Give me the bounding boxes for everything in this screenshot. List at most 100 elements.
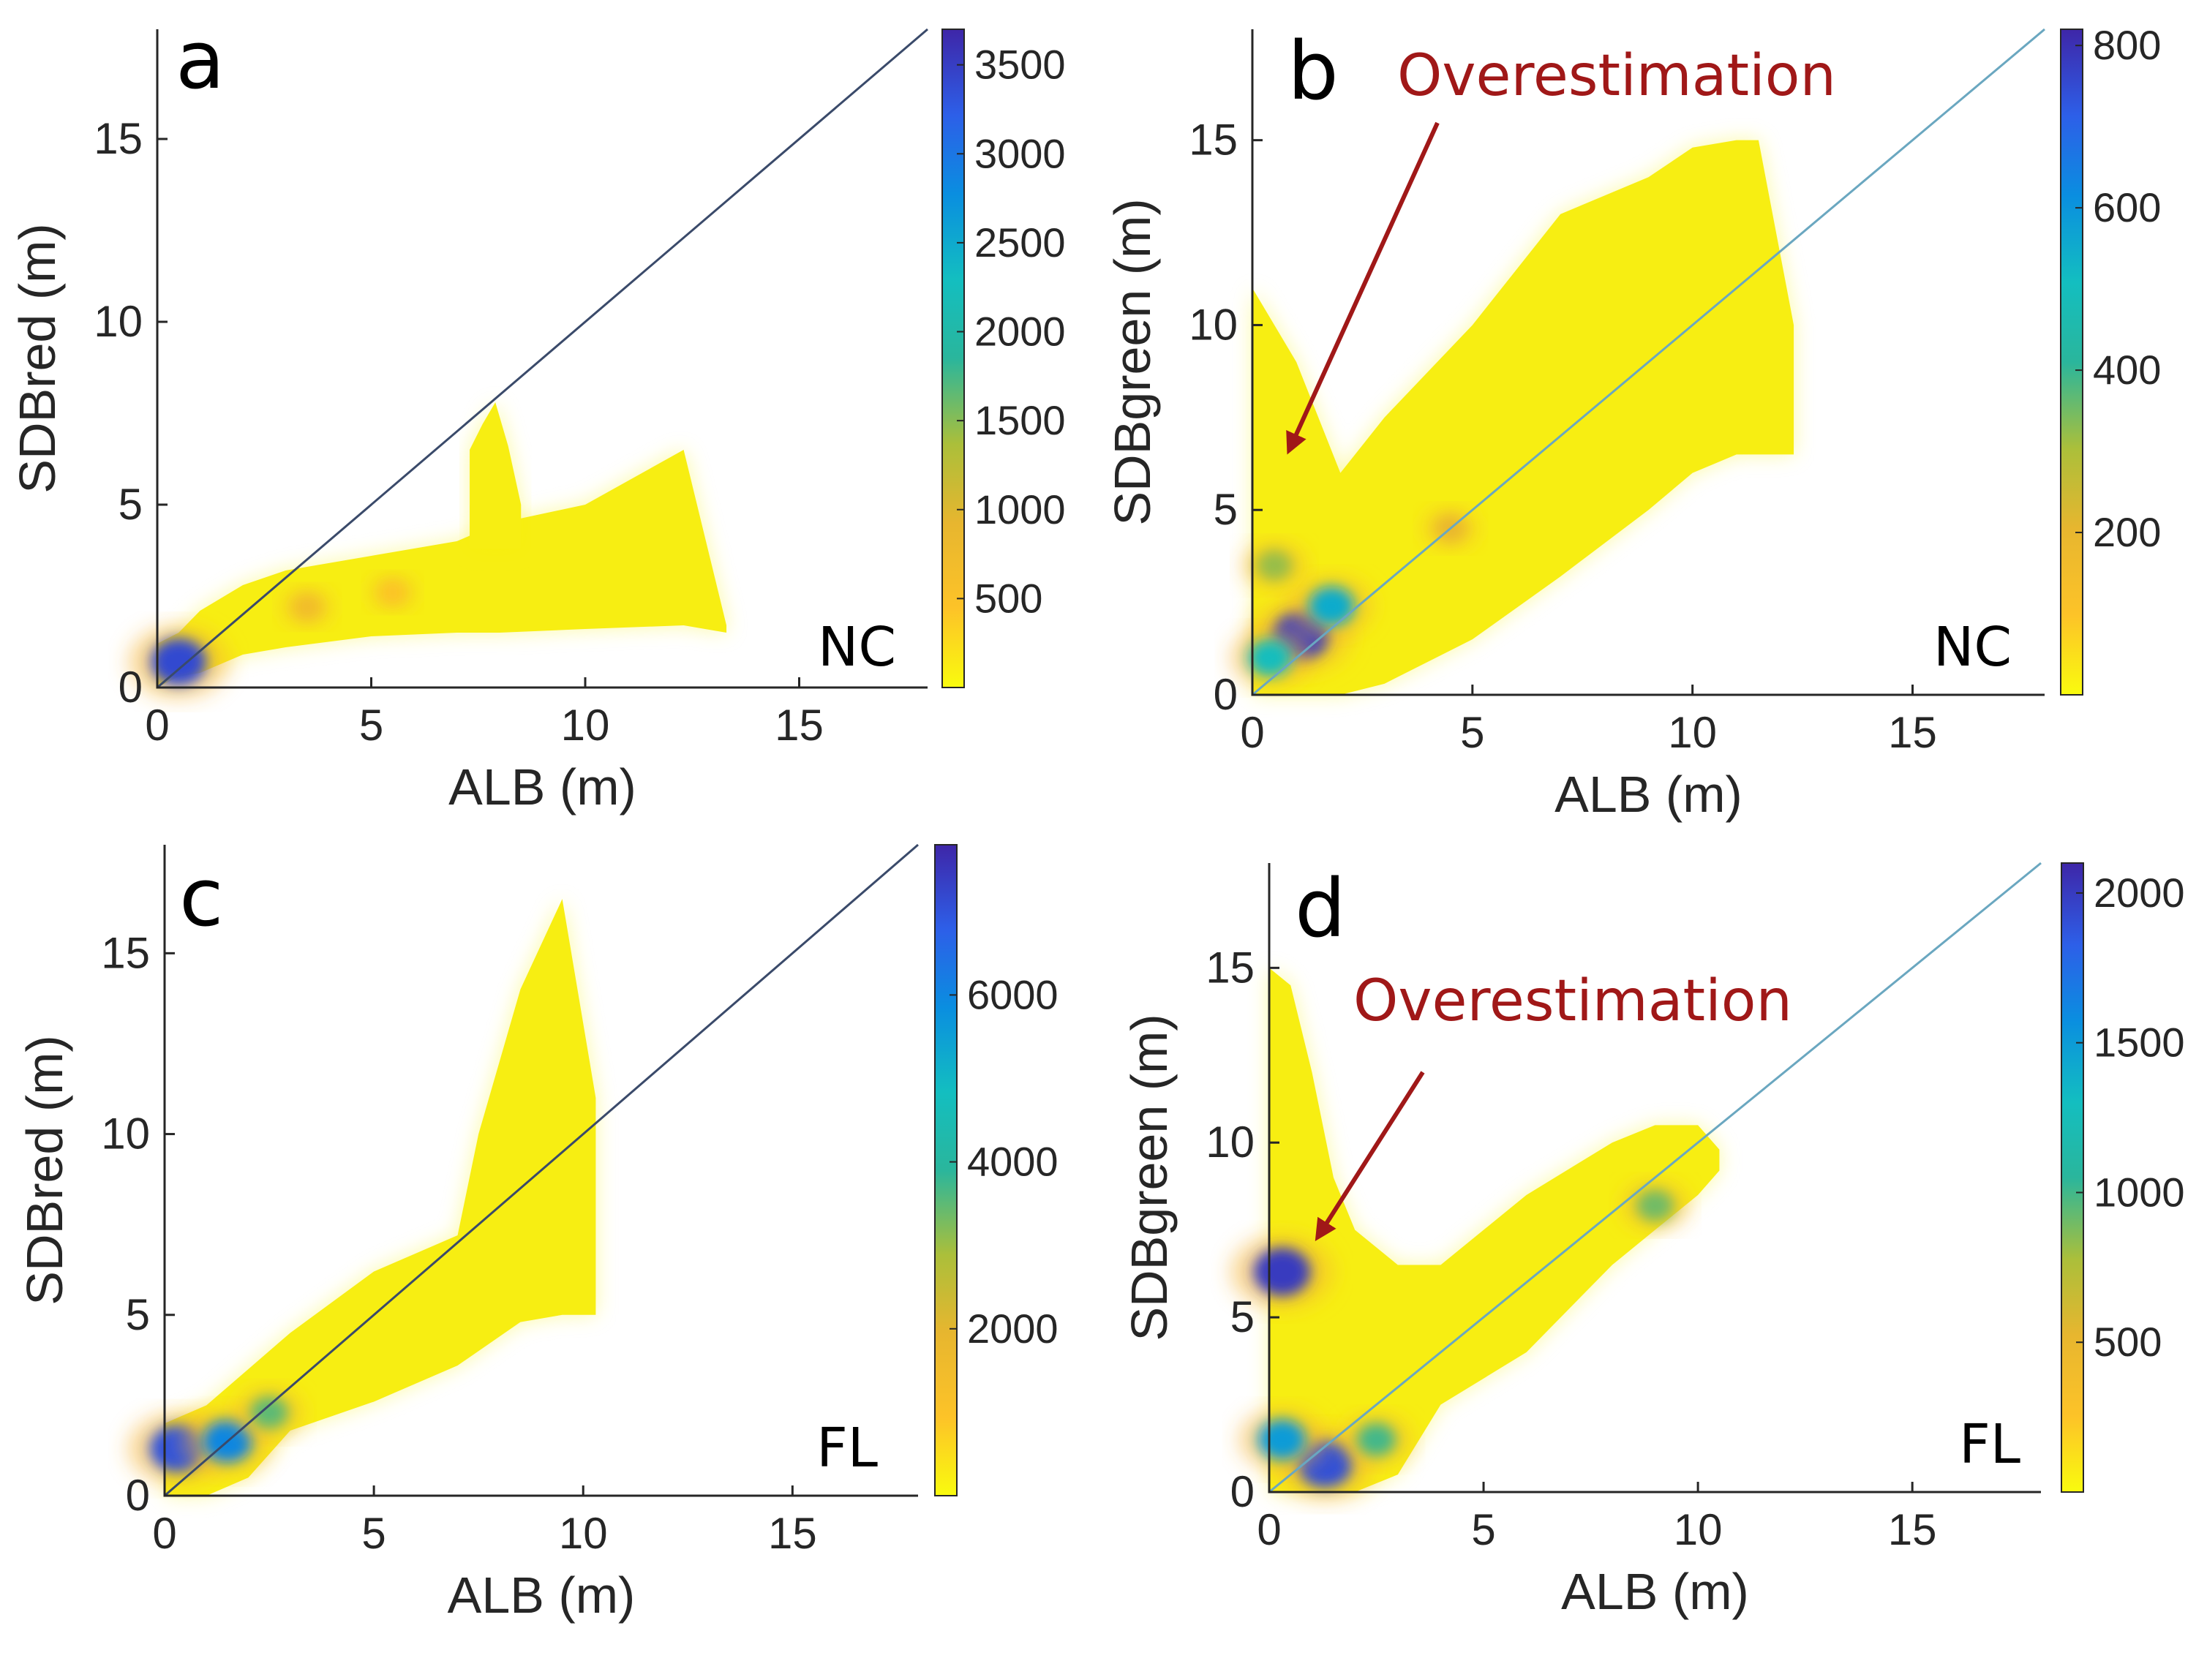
density-hotspot	[151, 638, 207, 686]
overestimation-annotation: Overestimation	[1353, 968, 1792, 1034]
density-hotspot	[1258, 1419, 1306, 1461]
colorbar-ticks: 2000 4000 6000	[950, 971, 1059, 1352]
x-axis-label: ALB (m)	[448, 1567, 636, 1624]
region-label: NC	[1933, 616, 2012, 679]
x-axis-ticks: 0 5 10 15	[1240, 685, 1937, 757]
y-tick-label: 15	[1189, 116, 1238, 165]
y-axis-label: SDBred (m)	[16, 1035, 73, 1305]
colorbar-tick-label: 2000	[2094, 870, 2185, 916]
x-tick-label: 15	[1888, 708, 1937, 757]
colorbar-ticks: 500 1000 1500 2000	[2076, 870, 2185, 1365]
x-tick-label: 5	[359, 701, 383, 750]
x-tick-label: 0	[1257, 1505, 1281, 1554]
density-hotspot	[1636, 1189, 1674, 1221]
density-cloud-layer	[1269, 968, 1720, 1492]
density-hotspot-layer	[1230, 1181, 1688, 1500]
y-axis-ticks: 0 5 10 15	[101, 928, 175, 1520]
colorbar-tick-label: 200	[2093, 509, 2161, 555]
density-cloud-layer	[165, 899, 596, 1496]
colorbar-tick-label: 2000	[974, 309, 1066, 355]
colorbar-tick-label: 1500	[974, 397, 1066, 443]
density-cloud-layer	[1252, 140, 1794, 695]
density-cloud	[1252, 140, 1794, 695]
colorbar-tick-label: 3500	[974, 42, 1066, 88]
y-tick-label: 5	[119, 480, 143, 529]
y-tick-label: 15	[101, 928, 150, 977]
one-to-one-line	[1268, 862, 2042, 1493]
y-tick-label: 10	[1206, 1118, 1255, 1167]
x-tick-label: 15	[768, 1509, 817, 1558]
colorbar-ticks: 500 1000 1500 2000 2500 3000 3500	[957, 42, 1066, 621]
colorbar-tick-label: 500	[2094, 1319, 2162, 1365]
panel-letter: d	[1295, 862, 1346, 955]
x-tick-label: 10	[561, 701, 610, 750]
colorbar: 200 400 600 800	[2060, 22, 2161, 696]
colorbar-tick-label: 2500	[974, 219, 1066, 265]
density-hotspot	[250, 1396, 288, 1429]
density-cloud	[1269, 968, 1720, 1492]
one-to-one-line	[1252, 28, 2045, 696]
colorbar-tick-label: 500	[974, 575, 1042, 621]
x-tick-label: 0	[152, 1509, 176, 1558]
x-tick-label: 10	[1668, 708, 1717, 757]
one-to-one-line	[157, 28, 928, 689]
colorbar-gradient	[941, 29, 965, 688]
y-tick-label: 0	[1214, 670, 1238, 719]
region-label: NC	[818, 616, 896, 679]
colorbar-tick-label: 4000	[967, 1139, 1059, 1185]
x-axis-ticks: 0 5 10 15	[152, 1485, 817, 1558]
colorbar-tick-label: 800	[2093, 22, 2161, 68]
y-tick-label: 0	[119, 663, 143, 712]
colorbar-gradient	[2060, 29, 2083, 696]
colorbar-tick-label: 400	[2093, 347, 2161, 393]
x-tick-label: 5	[361, 1509, 386, 1558]
x-tick-label: 0	[145, 701, 169, 750]
panel-letter: b	[1287, 24, 1339, 118]
region-label: FL	[1959, 1413, 2020, 1476]
x-tick-label: 10	[1674, 1505, 1723, 1554]
density-hotspot	[380, 581, 405, 603]
colorbar: 500 1000 1500 2000	[2061, 862, 2185, 1493]
panel-letter: c	[179, 851, 223, 944]
y-tick-label: 10	[101, 1110, 150, 1159]
colorbar-tick-label: 2000	[967, 1306, 1059, 1352]
density-hotspot	[1357, 1423, 1396, 1456]
x-tick-label: 10	[559, 1509, 608, 1558]
y-tick-label: 15	[1206, 943, 1255, 992]
annotation-arrow	[1315, 1071, 1425, 1242]
y-tick-label: 0	[1230, 1467, 1255, 1516]
y-axis-ticks: 0 5 10 15	[94, 114, 168, 712]
x-axis-label: ALB (m)	[1554, 766, 1742, 823]
panel-c: 0 5 10 15 0 5 10 15 ALB (m) SDBred (m) c FL 20…	[16, 843, 1059, 1624]
density-hotspot	[293, 595, 321, 619]
panel-letter: a	[176, 13, 225, 107]
density-cloud	[165, 899, 596, 1496]
density-hotspot-layer	[129, 576, 416, 698]
x-tick-label: 0	[1240, 708, 1264, 757]
annotation-arrow	[1286, 121, 1440, 455]
density-cloud	[157, 450, 727, 688]
colorbar-tick-label: 3000	[974, 130, 1066, 176]
density-hotspot	[1253, 1248, 1311, 1296]
density-hotspot	[1256, 550, 1293, 581]
y-tick-label: 15	[94, 114, 143, 163]
y-tick-label: 5	[1230, 1292, 1255, 1341]
y-axis-ticks: 0 5 10 15	[1206, 943, 1279, 1516]
colorbar: 500 1000 1500 2000 2500 3000 3500	[941, 29, 1066, 688]
density-hotspot	[1308, 586, 1355, 626]
y-axis-label: SDBgreen (m)	[1121, 1014, 1178, 1341]
y-tick-label: 5	[1214, 485, 1238, 534]
density-cloud-layer	[157, 402, 727, 688]
overestimation-annotation: Overestimation	[1397, 43, 1836, 109]
y-axis-label: SDBgreen (m)	[1104, 198, 1161, 525]
y-axis-ticks: 0 5 10 15	[1189, 116, 1263, 719]
colorbar-gradient	[934, 844, 958, 1496]
colorbar-ticks: 200 400 600 800	[2075, 22, 2161, 555]
y-tick-label: 10	[94, 297, 143, 346]
colorbar-tick-label: 1500	[2094, 1020, 2185, 1066]
y-tick-label: 0	[126, 1471, 150, 1520]
x-tick-label: 5	[1460, 708, 1484, 757]
colorbar: 2000 4000 6000	[934, 844, 1059, 1496]
